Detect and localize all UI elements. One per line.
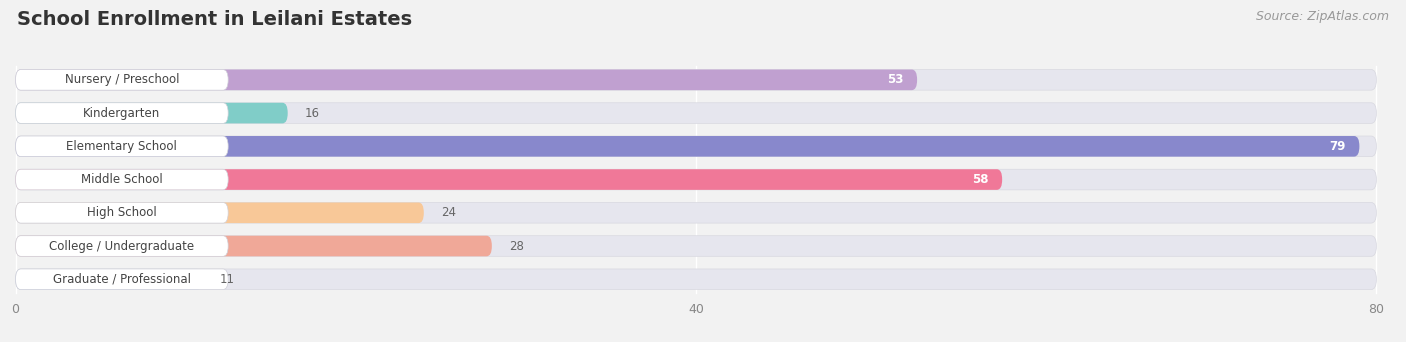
Text: 11: 11 <box>219 273 235 286</box>
Text: 53: 53 <box>887 73 904 86</box>
FancyBboxPatch shape <box>15 136 1376 157</box>
FancyBboxPatch shape <box>15 169 1376 190</box>
Text: 28: 28 <box>509 239 523 252</box>
Text: Kindergarten: Kindergarten <box>83 107 160 120</box>
FancyBboxPatch shape <box>15 136 1360 157</box>
Text: High School: High School <box>87 206 156 219</box>
FancyBboxPatch shape <box>15 269 202 290</box>
Text: 16: 16 <box>305 107 319 120</box>
FancyBboxPatch shape <box>15 202 1376 223</box>
FancyBboxPatch shape <box>15 202 228 223</box>
Text: Elementary School: Elementary School <box>66 140 177 153</box>
FancyBboxPatch shape <box>15 236 228 256</box>
Text: 24: 24 <box>441 206 456 219</box>
Text: Source: ZipAtlas.com: Source: ZipAtlas.com <box>1256 10 1389 23</box>
FancyBboxPatch shape <box>15 269 228 290</box>
FancyBboxPatch shape <box>15 69 1376 90</box>
FancyBboxPatch shape <box>15 69 917 90</box>
Text: Middle School: Middle School <box>82 173 163 186</box>
FancyBboxPatch shape <box>15 169 228 190</box>
Text: Nursery / Preschool: Nursery / Preschool <box>65 73 179 86</box>
Text: 79: 79 <box>1330 140 1346 153</box>
FancyBboxPatch shape <box>15 269 1376 290</box>
FancyBboxPatch shape <box>15 69 228 90</box>
Text: College / Undergraduate: College / Undergraduate <box>49 239 194 252</box>
Text: School Enrollment in Leilani Estates: School Enrollment in Leilani Estates <box>17 10 412 29</box>
Text: 58: 58 <box>972 173 988 186</box>
FancyBboxPatch shape <box>15 202 423 223</box>
FancyBboxPatch shape <box>15 169 1002 190</box>
Text: Graduate / Professional: Graduate / Professional <box>53 273 191 286</box>
FancyBboxPatch shape <box>15 103 1376 123</box>
FancyBboxPatch shape <box>15 103 288 123</box>
FancyBboxPatch shape <box>15 236 492 256</box>
FancyBboxPatch shape <box>15 103 228 123</box>
FancyBboxPatch shape <box>15 136 228 157</box>
FancyBboxPatch shape <box>15 236 1376 256</box>
